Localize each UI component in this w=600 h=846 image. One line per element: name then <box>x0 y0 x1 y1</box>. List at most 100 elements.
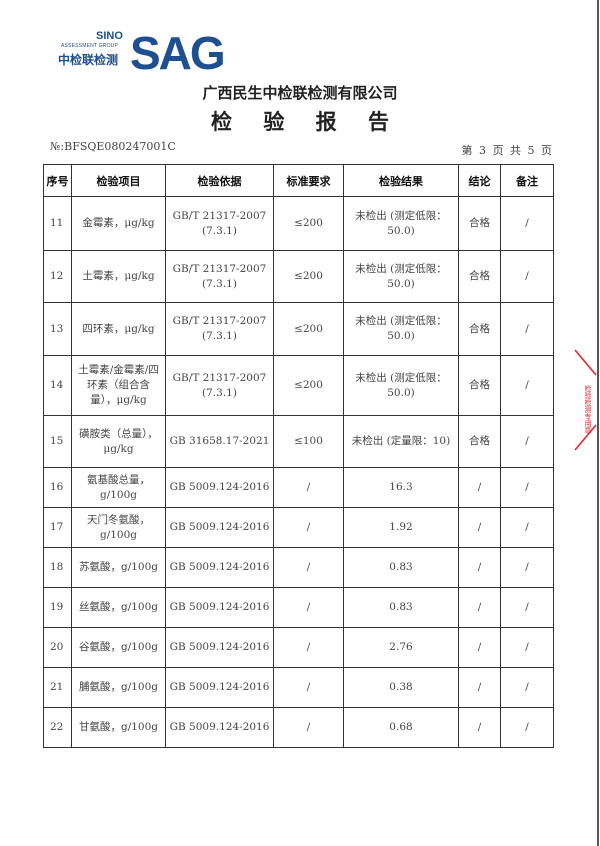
table-row: 11 金霉素，μg/kg GB/T 21317-2007 (7.3.1) ≤200 未检… <box>43 196 554 251</box>
cell-note: / <box>500 302 554 356</box>
cell-no: 13 <box>43 302 72 356</box>
cell-conclusion: 合格 <box>458 250 501 303</box>
cell-conclusion: / <box>458 467 501 508</box>
cell-no: 20 <box>43 627 72 668</box>
cell-conclusion: / <box>458 667 501 708</box>
header-requirement: 标准要求 <box>273 164 344 197</box>
cell-no: 16 <box>43 467 72 508</box>
page-edge <box>597 0 599 846</box>
cell-result: 未检出 (测定低限：50.0) <box>343 355 459 416</box>
cell-conclusion: / <box>458 587 501 628</box>
cell-requirement: ≤200 <box>273 355 344 416</box>
cell-basis: GB 5009.124-2016 <box>165 507 274 548</box>
cell-note: / <box>500 627 554 668</box>
cell-item: 脯氨酸，g/100g <box>71 667 166 708</box>
cell-conclusion: / <box>458 547 501 588</box>
table-row: 12 土霉素，μg/kg GB/T 21317-2007 (7.3.1) ≤200 未检… <box>43 250 554 303</box>
cell-result: 0.83 <box>343 547 459 588</box>
cell-note: / <box>500 707 554 748</box>
cell-conclusion: / <box>458 627 501 668</box>
company-logo: SINO ASSESSMENT GROUP 中检联检测 SAG <box>58 27 228 79</box>
table-row: 18 苏氨酸，g/100g GB 5009.124-2016/0.83// <box>43 547 554 588</box>
stamp-arc-bottom <box>574 424 597 451</box>
cell-conclusion: 合格 <box>458 355 501 416</box>
header-note: 备注 <box>500 164 554 197</box>
cell-no: 18 <box>43 547 72 588</box>
cell-basis: GB 31658.17-2021 <box>165 415 274 468</box>
cell-result: 2.76 <box>343 627 459 668</box>
cell-result: 16.3 <box>343 467 459 508</box>
cell-note: / <box>500 355 554 416</box>
report-number: №:BFSQE080247001C <box>50 140 176 153</box>
stamp-arc-top <box>574 349 597 376</box>
logo-cn: 中检联检测 <box>58 53 119 67</box>
cell-result: 未检出 (定量限：10) <box>343 415 459 468</box>
cell-requirement: ≤200 <box>273 250 344 303</box>
cell-no: 19 <box>43 587 72 628</box>
cell-result: 1.92 <box>343 507 459 548</box>
cell-note: / <box>500 415 554 468</box>
cell-no: 11 <box>43 196 72 251</box>
cell-conclusion: 合格 <box>458 302 501 356</box>
company-name: 广西民生中检联检测有限公司 <box>202 84 398 102</box>
table-row: 20 谷氨酸，g/100g GB 5009.124-2016/2.76// <box>43 627 554 668</box>
cell-result: 0.83 <box>343 587 459 628</box>
cell-item: 四环素，μg/kg <box>71 302 166 356</box>
cell-note: / <box>500 250 554 303</box>
cell-item: 氨基酸总量，g/100g <box>71 467 166 508</box>
cell-no: 15 <box>43 415 72 468</box>
cell-requirement: / <box>273 627 344 668</box>
stamp-text: 检验检测专用章 <box>584 384 592 434</box>
cell-result: 未检出 (测定低限：50.0) <box>343 250 459 303</box>
header-basis: 检验依据 <box>165 164 274 197</box>
table-row: 14 土霉素/金霉素/四环素（组合含量），μg/kg GB/T 21317-2007… <box>43 355 554 416</box>
cell-basis: GB/T 21317-2007 (7.3.1) <box>165 302 274 356</box>
cell-basis: GB/T 21317-2007 (7.3.1) <box>165 196 274 251</box>
header-item: 检验项目 <box>71 164 166 197</box>
cell-basis: GB 5009.124-2016 <box>165 547 274 588</box>
header-result: 检验结果 <box>343 164 459 197</box>
cell-requirement: / <box>273 467 344 508</box>
cell-conclusion: / <box>458 507 501 548</box>
cell-result: 0.68 <box>343 707 459 748</box>
table-row: 21 脯氨酸，g/100g GB 5009.124-2016/0.38// <box>43 667 554 708</box>
logo-group: ASSESSMENT GROUP <box>61 43 119 49</box>
cell-note: / <box>500 507 554 548</box>
cell-item: 甘氨酸，g/100g <box>71 707 166 748</box>
official-stamp: 检验检测专用章 <box>574 349 597 451</box>
cell-note: / <box>500 196 554 251</box>
cell-item: 土霉素，μg/kg <box>71 250 166 303</box>
cell-requirement: / <box>273 547 344 588</box>
cell-basis: GB 5009.124-2016 <box>165 467 274 508</box>
cell-basis: GB 5009.124-2016 <box>165 667 274 708</box>
cell-basis: GB 5009.124-2016 <box>165 707 274 748</box>
results-table: 序号 检验项目 检验依据 标准要求 检验结果 结论 备注 11 金霉素，μg/kg GB/T 2… <box>43 164 554 748</box>
header-no: 序号 <box>43 164 72 197</box>
cell-no: 22 <box>43 707 72 748</box>
cell-requirement: / <box>273 507 344 548</box>
table-row: 19 丝氨酸，g/100g GB 5009.124-2016/0.83// <box>43 587 554 628</box>
cell-no: 17 <box>43 507 72 548</box>
table-row: 22 甘氨酸，g/100g GB 5009.124-2016/0.68// <box>43 707 554 748</box>
table-row: 17 天门冬氨酸，g/100g GB 5009.124-2016/1.92// <box>43 507 554 548</box>
cell-requirement: / <box>273 707 344 748</box>
cell-note: / <box>500 467 554 508</box>
table-header: 序号 检验项目 检验依据 标准要求 检验结果 结论 备注 <box>43 164 554 197</box>
cell-note: / <box>500 667 554 708</box>
cell-conclusion: 合格 <box>458 196 501 251</box>
cell-result: 未检出 (测定低限：50.0) <box>343 196 459 251</box>
cell-requirement: / <box>273 587 344 628</box>
cell-basis: GB/T 21317-2007 (7.3.1) <box>165 250 274 303</box>
cell-basis: GB/T 21317-2007 (7.3.1) <box>165 355 274 416</box>
logo-sino: SINO <box>96 30 123 42</box>
cell-no: 21 <box>43 667 72 708</box>
logo-sag: SAG <box>130 27 226 79</box>
page-info: 第 3 页 共 5 页 <box>461 144 552 157</box>
cell-item: 丝氨酸，g/100g <box>71 587 166 628</box>
cell-item: 苏氨酸，g/100g <box>71 547 166 588</box>
cell-item: 磺胺类（总量），μg/kg <box>71 415 166 468</box>
cell-conclusion: 合格 <box>458 415 501 468</box>
table-row: 15 磺胺类（总量），μg/kg GB 31658.17-2021 ≤100 未检出 (… <box>43 415 554 468</box>
cell-result: 未检出 (测定低限：50.0) <box>343 302 459 356</box>
cell-item: 谷氨酸，g/100g <box>71 627 166 668</box>
